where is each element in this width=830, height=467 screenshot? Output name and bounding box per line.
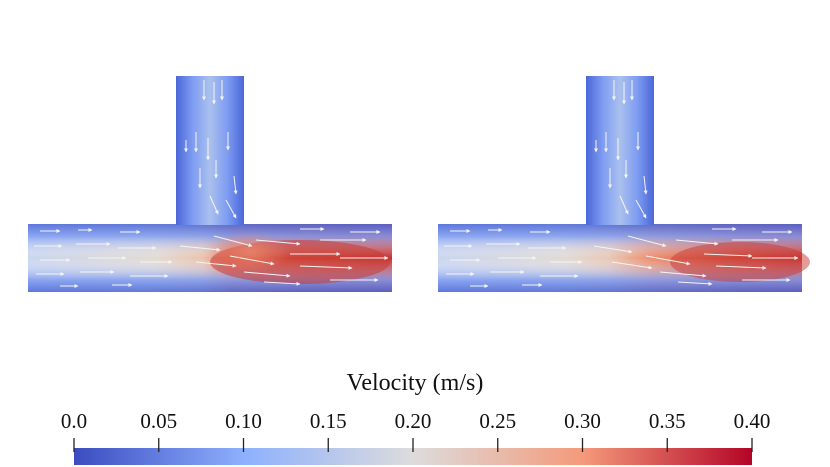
colorbar-tick-label: 0.15 bbox=[309, 409, 347, 433]
left-velocity-arrows bbox=[34, 80, 389, 288]
colorbar-tick-label: 0.05 bbox=[140, 409, 178, 433]
left-tjunction-panel bbox=[28, 76, 392, 292]
colorbar bbox=[73, 438, 753, 465]
colorbar-tick-label: 0.0 bbox=[60, 409, 88, 433]
colorbar-gradient bbox=[74, 448, 752, 465]
colorbar-tick-label: 0.40 bbox=[733, 409, 771, 433]
colorbar-title: Velocity (m/s) bbox=[346, 370, 484, 396]
right-tjunction-panel bbox=[438, 76, 810, 292]
right-velocity-arrows bbox=[444, 80, 799, 288]
colorbar-tick-label: 0.10 bbox=[225, 409, 262, 433]
colorbar-ticks bbox=[73, 438, 753, 452]
colorbar-tick-label: 0.20 bbox=[394, 409, 432, 433]
colorbar-tick-label: 0.25 bbox=[479, 409, 517, 433]
colorbar-tick-label: 0.35 bbox=[648, 409, 686, 433]
colorbar-tick-label: 0.30 bbox=[564, 409, 601, 433]
